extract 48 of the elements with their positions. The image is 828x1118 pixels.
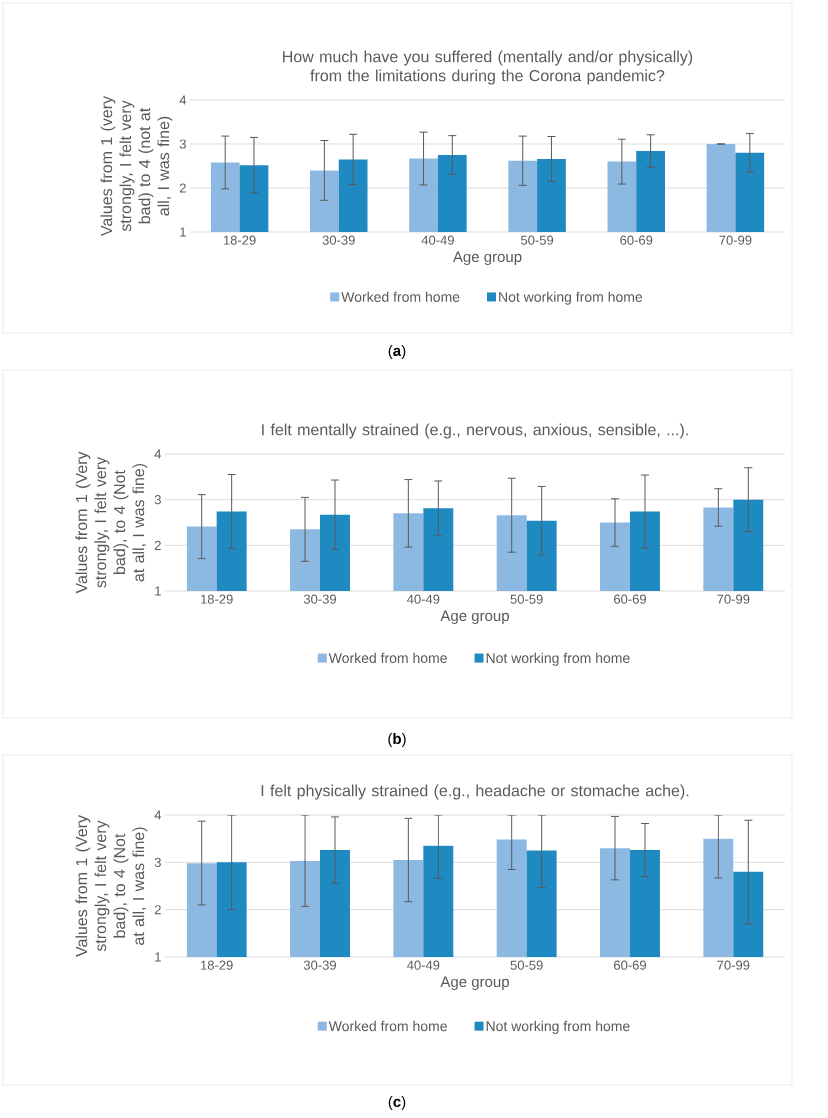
x-axis-title: Age group: [440, 976, 509, 991]
x-tick-label: 50-59: [520, 235, 553, 245]
x-tick-label: 50-59: [510, 960, 543, 970]
y-tick-label: 4: [154, 449, 161, 459]
y-tick-label: 4: [154, 810, 161, 820]
y-tick-label: 3: [179, 139, 186, 149]
y-tick-label: 1: [180, 227, 186, 237]
chart-title: I felt mentally strained (e.g., nervous, anxious, sensible, ...).: [262, 423, 688, 439]
x-tick-label: 18-29: [200, 960, 233, 970]
text: (a): [388, 345, 406, 359]
x-tick-label: 70-99: [717, 960, 750, 970]
text: (c): [388, 1096, 406, 1110]
chart-title: How much have you suffered (mentally and/or physically) from the limitations during the Corona pandemic?: [282, 50, 692, 85]
x-tick-label: 60-69: [613, 594, 646, 604]
y-tick-label: 3: [154, 495, 161, 505]
legend-label: Not working from home: [486, 1020, 630, 1034]
legend-label: Not working from home: [486, 652, 630, 666]
x-tick-label: 60-69: [620, 235, 653, 245]
y-tick-label: 4: [179, 95, 186, 105]
x-tick-label: 40-49: [406, 960, 440, 970]
x-tick-label: 60-69: [613, 960, 646, 970]
x-tick-label: 30-39: [303, 594, 336, 604]
y-tick-label: 2: [179, 183, 186, 193]
x-tick-label: 40-49: [406, 594, 440, 604]
x-tick-label: 30-39: [303, 960, 336, 970]
y-tick-label: 3: [154, 857, 161, 867]
legend-label: Worked from home: [328, 1020, 447, 1032]
x-tick-label: 18-29: [200, 594, 233, 604]
y-tick-label: 2: [154, 540, 161, 550]
y-axis-title: Values from 1 (Very strongly, I felt very bad), to 4 (Not at all, I was fine): [75, 815, 148, 957]
legend-label: Worked from home: [328, 652, 447, 664]
x-tick-label: 70-99: [719, 235, 752, 245]
y-axis-title: Values from 1 (very strongly, I felt very bad) to 4 (not at all, I was fine): [100, 95, 173, 237]
x-tick-label: 50-59: [510, 594, 543, 604]
x-tick-label: 18-29: [223, 235, 256, 245]
text: (b): [388, 733, 406, 747]
chart-title: I felt physically strained (e.g., headache or stomache ache).: [261, 784, 689, 800]
x-tick-label: 70-99: [717, 594, 750, 604]
x-axis-title: Age group: [452, 251, 522, 266]
x-tick-label: 30-39: [322, 235, 355, 245]
y-tick-label: 1: [155, 952, 161, 962]
y-axis-title: Values from 1 (Very strongly, I felt very bad), to 4 (Not at all, I was fine): [75, 451, 148, 594]
x-tick-label: 40-49: [421, 235, 454, 245]
legend-label: Worked from home: [341, 291, 460, 302]
x-axis-title: Age group: [440, 610, 509, 625]
y-tick-label: 2: [154, 905, 161, 915]
y-tick-label: 1: [155, 586, 161, 596]
legend-label: Not working from home: [499, 291, 642, 305]
